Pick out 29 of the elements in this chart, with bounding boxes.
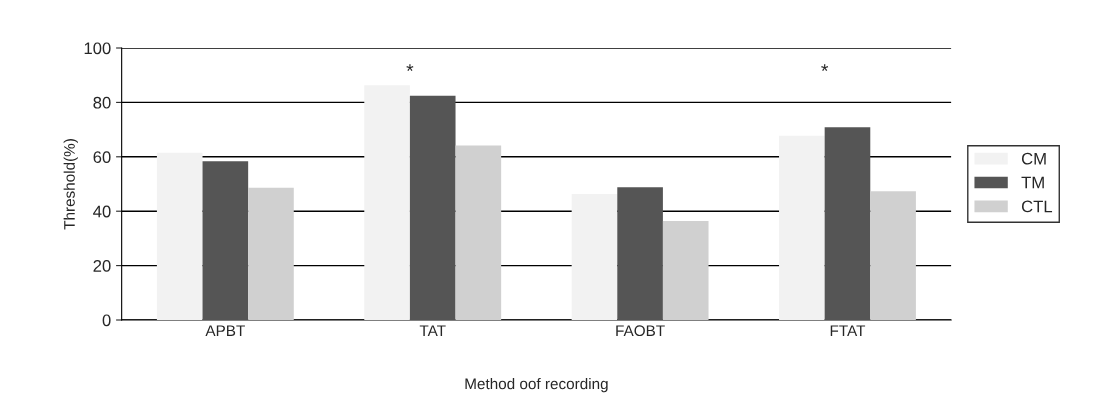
y-tick-label: 80 xyxy=(93,96,111,109)
annotation: * xyxy=(821,64,829,71)
x-axis-title: Method oof recording xyxy=(465,377,608,393)
x-tick-label: APBT xyxy=(205,325,245,336)
bar xyxy=(662,220,709,320)
bar xyxy=(202,161,249,320)
legend-label: CM xyxy=(1021,152,1046,165)
legend-label: CTL xyxy=(1021,200,1053,213)
legend-label: TM xyxy=(1021,176,1044,189)
x-tick-label: FTAT xyxy=(830,325,866,336)
bar xyxy=(617,187,663,320)
bar xyxy=(824,127,871,320)
y-tick-label: 0 xyxy=(102,314,111,327)
y-tick-label: 100 xyxy=(84,42,111,55)
annotation: * xyxy=(406,64,414,71)
bar xyxy=(409,95,456,320)
bar xyxy=(779,135,825,320)
bar xyxy=(156,152,203,320)
y-axis-title: Threshold(%) xyxy=(63,139,78,230)
bar xyxy=(455,145,502,320)
bar xyxy=(364,85,410,320)
x-tick-label: TAT xyxy=(419,325,446,336)
y-tick-label: 40 xyxy=(93,205,111,218)
bar xyxy=(870,191,916,320)
bar xyxy=(248,187,294,320)
y-tick-label: 60 xyxy=(93,151,111,163)
bar xyxy=(571,194,618,320)
y-tick-label: 20 xyxy=(93,260,111,272)
x-tick-label: FAOBT xyxy=(616,325,665,337)
